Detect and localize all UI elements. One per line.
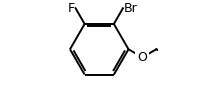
Text: Br: Br [123, 2, 137, 15]
Text: F: F [67, 2, 75, 15]
Text: O: O [138, 51, 147, 64]
